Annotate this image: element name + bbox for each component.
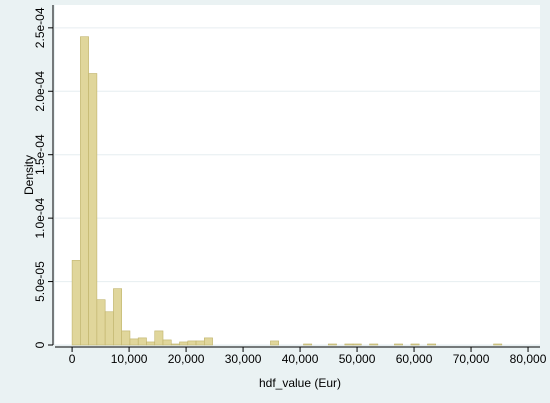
x-tick-label: 30,000 bbox=[225, 352, 262, 366]
bar bbox=[121, 330, 131, 346]
bar bbox=[410, 343, 420, 346]
x-tick-label: 20,000 bbox=[168, 352, 205, 366]
x-tick-label: 50,000 bbox=[339, 352, 376, 366]
bar bbox=[427, 343, 437, 346]
bar bbox=[104, 311, 114, 346]
y-tick-label: 1.0e-04 bbox=[33, 197, 47, 238]
x-tick-label: 0 bbox=[69, 352, 76, 366]
bar bbox=[154, 330, 164, 346]
y-tick-label: 0 bbox=[33, 341, 47, 348]
bar bbox=[113, 288, 122, 346]
bar bbox=[162, 339, 172, 346]
x-tick-label: 60,000 bbox=[396, 352, 433, 366]
bar bbox=[71, 260, 81, 346]
bar bbox=[80, 36, 89, 346]
x-tick-label: 40,000 bbox=[282, 352, 319, 366]
bar bbox=[352, 343, 362, 346]
bar bbox=[170, 343, 180, 346]
y-tick-label: 2.5e-04 bbox=[33, 7, 47, 48]
bar bbox=[369, 343, 379, 346]
bar bbox=[327, 343, 337, 346]
plot-area bbox=[55, 5, 540, 345]
x-tick-label: 70,000 bbox=[453, 352, 490, 366]
bar bbox=[129, 338, 139, 346]
bar bbox=[146, 341, 156, 346]
bar bbox=[493, 343, 503, 346]
bar bbox=[137, 337, 147, 346]
x-tick-label: 10,000 bbox=[111, 352, 148, 366]
bar bbox=[204, 337, 213, 346]
bar bbox=[187, 340, 197, 346]
x-tick-label: 80,000 bbox=[510, 352, 547, 366]
y-tick-label: 5.0e-05 bbox=[33, 261, 47, 302]
y-tick-label: 2.0e-04 bbox=[33, 71, 47, 112]
x-axis-label: hdf_value (Eur) bbox=[259, 376, 341, 390]
bar bbox=[88, 73, 98, 346]
bar bbox=[344, 343, 354, 346]
bar bbox=[270, 340, 279, 346]
bar bbox=[96, 299, 106, 346]
bar bbox=[179, 341, 189, 346]
y-tick-label: 1.5e-04 bbox=[33, 134, 47, 175]
bar bbox=[303, 343, 313, 346]
y-axis-label: Density bbox=[22, 155, 36, 195]
bar bbox=[394, 343, 403, 346]
bar bbox=[195, 340, 205, 346]
